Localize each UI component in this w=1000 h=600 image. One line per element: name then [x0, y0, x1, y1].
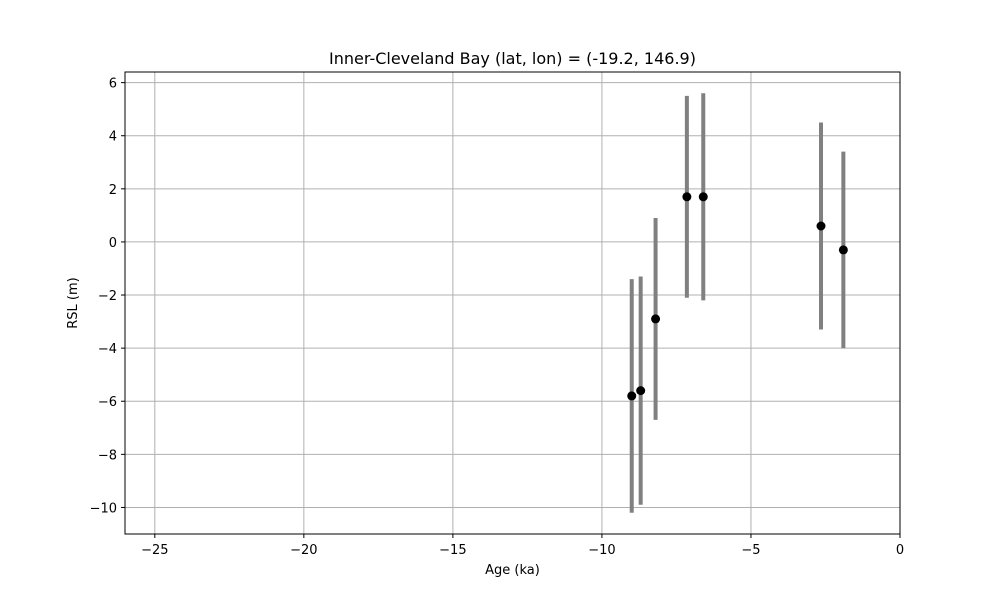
y-axis-label: RSL (m): [66, 277, 81, 328]
data-point: [651, 314, 661, 324]
y-tick-label: 6: [109, 77, 117, 92]
data-point: [636, 386, 646, 396]
y-tick-label: −4: [98, 342, 117, 357]
data-point: [682, 192, 692, 202]
data-point: [838, 245, 848, 255]
y-axis-ticks: −10 −8 −6 −4 −2 0 2 4 6: [90, 77, 125, 516]
x-axis-ticks: −25 −20 −15 −10 −5 0: [141, 534, 904, 558]
y-tick-label: 2: [109, 183, 117, 198]
x-tick-label: −5: [741, 543, 760, 558]
x-axis-label: Age (ka): [485, 563, 540, 578]
x-tick-label: 0: [896, 543, 904, 558]
y-tick-label: −8: [98, 448, 117, 463]
chart-title: Inner-Cleveland Bay (lat, lon) = (-19.2,…: [329, 49, 696, 68]
data-point: [816, 221, 826, 231]
x-tick-label: −10: [588, 543, 615, 558]
y-tick-label: −10: [90, 501, 117, 516]
x-tick-label: −25: [141, 543, 168, 558]
y-tick-label: 0: [109, 236, 117, 251]
y-tick-label: 4: [109, 130, 117, 145]
plot-area-frame: [124, 71, 901, 535]
data-point: [627, 391, 637, 401]
x-tick-label: −20: [290, 543, 317, 558]
y-tick-label: −6: [98, 395, 117, 410]
data-point: [698, 192, 708, 202]
x-tick-label: −15: [439, 543, 466, 558]
y-tick-label: −2: [98, 289, 117, 304]
data-points: [627, 192, 848, 401]
